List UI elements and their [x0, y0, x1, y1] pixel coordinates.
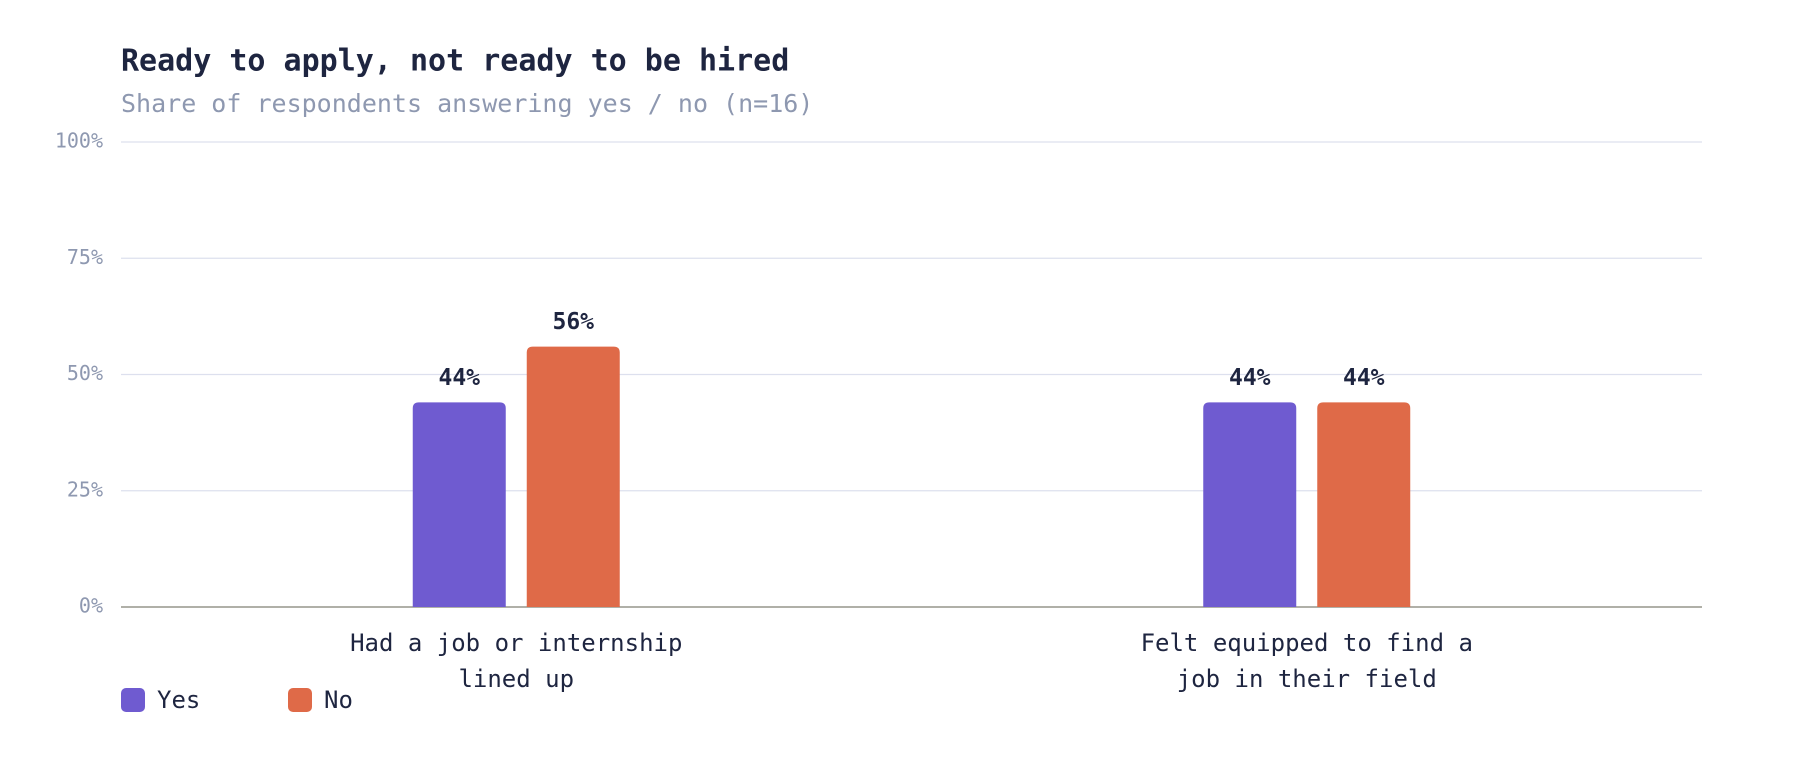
legend-swatch [288, 688, 312, 712]
bar [526, 346, 620, 607]
legend-label: No [324, 686, 353, 714]
chart-subtitle: Share of respondents answering yes / no … [121, 89, 813, 118]
value-label: 56% [552, 309, 594, 335]
value-label: 44% [1229, 365, 1271, 391]
legend-label: Yes [157, 686, 200, 714]
legend-swatch [121, 688, 145, 712]
y-tick-label: 50% [67, 361, 103, 385]
y-tick-label: 25% [67, 477, 103, 501]
y-tick-label: 100% [55, 129, 103, 153]
value-label: 44% [1343, 365, 1385, 391]
y-tick-label: 75% [67, 245, 103, 269]
y-tick-label: 0% [79, 594, 103, 618]
x-tick-label: Felt equipped to find a job in their fie… [1140, 629, 1473, 693]
bar [1203, 402, 1297, 607]
bar [1317, 402, 1411, 607]
value-label: 44% [438, 365, 480, 391]
bar [412, 402, 506, 607]
chart-title: Ready to apply, not ready to be hired [121, 44, 789, 79]
x-tick-label: Had a job or internship lined up [350, 629, 683, 693]
